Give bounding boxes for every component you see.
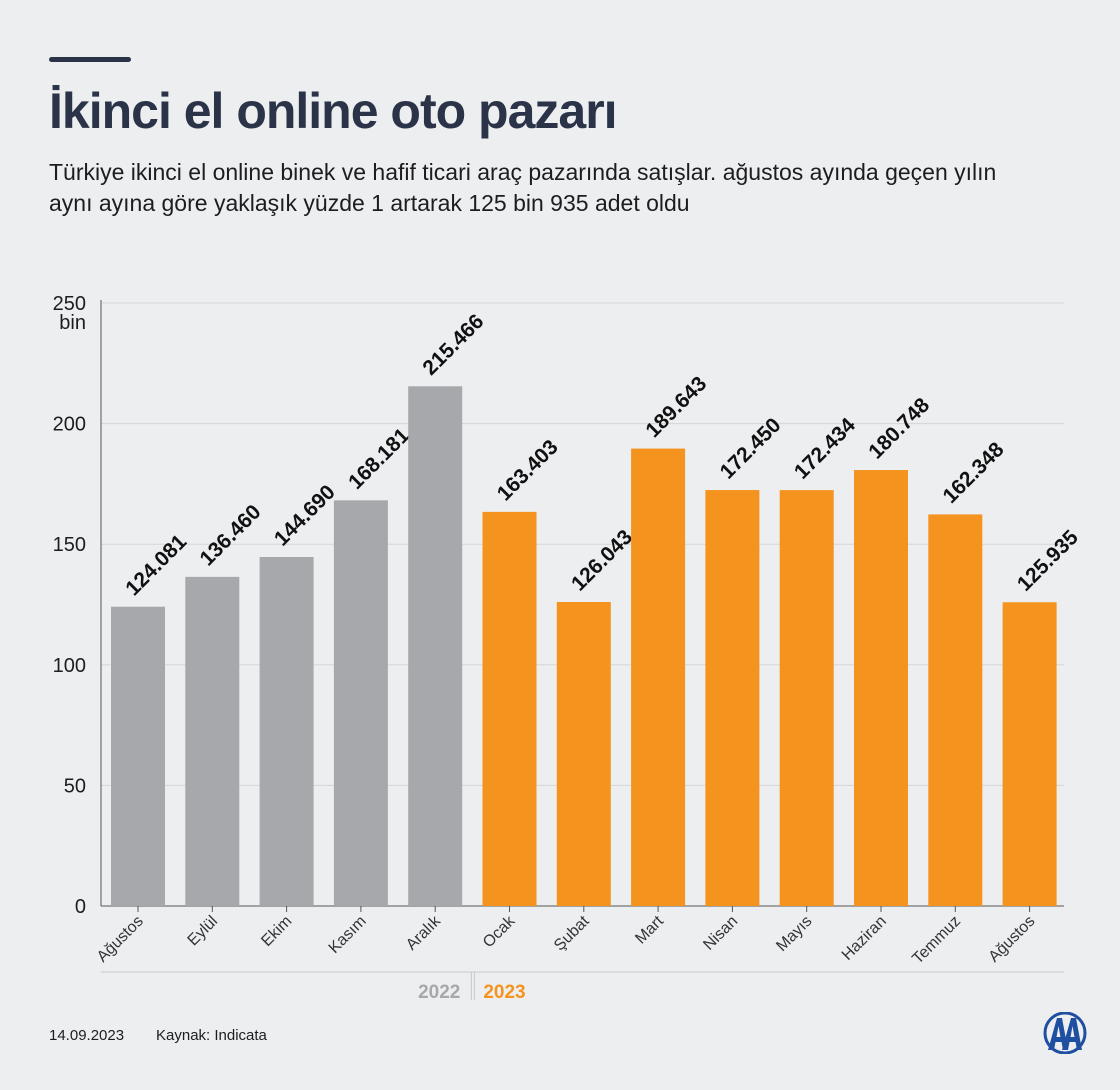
year-label-2022: 2022 — [418, 982, 460, 1003]
bar-value-label: 126.043 — [567, 526, 637, 596]
aa-logo-icon — [1043, 1012, 1087, 1054]
bar-value-label: 125.935 — [1013, 526, 1083, 596]
page-subtitle: Türkiye ikinci el online binek ve hafif … — [49, 159, 997, 216]
x-category-label: Mart — [632, 912, 667, 947]
bar-value-label: 162.348 — [939, 438, 1009, 508]
bar — [556, 601, 611, 906]
bar — [779, 490, 834, 906]
y-tick-label: 100 — [53, 655, 86, 677]
bar — [631, 448, 686, 906]
x-category-label: Nisan — [700, 913, 741, 954]
x-category-label: Kasım — [326, 913, 370, 957]
bar-value-label: 136.460 — [196, 500, 266, 570]
y-tick-label: 200 — [53, 414, 86, 436]
source-label: Kaynak: Indicata — [156, 1027, 267, 1044]
bar-value-label: 172.450 — [716, 414, 786, 484]
publish-date: 14.09.2023 — [49, 1027, 125, 1044]
x-category-label: Ağustos — [986, 913, 1039, 966]
bar — [854, 470, 908, 906]
x-category-label: Aralık — [403, 912, 445, 954]
bar — [1002, 602, 1057, 906]
y-tick-label: 250 — [53, 293, 86, 315]
x-category-label: Ekim — [258, 913, 295, 950]
bar-value-label: 124.081 — [121, 530, 191, 600]
bar-value-label: 180.748 — [864, 393, 934, 463]
x-category-label: Mayıs — [773, 913, 815, 955]
x-category-label: Şubat — [551, 912, 593, 954]
bar — [111, 606, 165, 906]
bar — [705, 490, 760, 906]
title-accent-rule — [49, 57, 131, 62]
y-tick-label: 50 — [64, 775, 86, 797]
y-tick-label: 0 — [75, 896, 86, 918]
y-unit-label: bin — [59, 312, 86, 334]
bar — [185, 576, 240, 906]
x-category-label: Haziran — [839, 913, 890, 964]
bar-value-label: 215.466 — [418, 310, 488, 380]
x-category-label: Ocak — [480, 912, 519, 951]
bar-value-label: 168.181 — [344, 424, 414, 494]
bar-value-label: 144.690 — [270, 481, 340, 551]
bar — [333, 500, 388, 906]
bar — [482, 511, 537, 906]
x-category-label: Temmuz — [909, 913, 964, 968]
x-category-label: Eylül — [185, 913, 222, 950]
year-label-2023: 2023 — [483, 982, 525, 1003]
y-tick-label: 150 — [53, 534, 86, 556]
bar — [259, 557, 314, 906]
bar-value-label: 163.403 — [493, 435, 563, 505]
x-category-label: Ağustos — [94, 913, 147, 966]
bar — [408, 386, 463, 906]
bar-value-label: 189.643 — [641, 372, 711, 442]
page-title: İkinci el online oto pazarı — [49, 83, 618, 139]
bar — [928, 514, 983, 906]
